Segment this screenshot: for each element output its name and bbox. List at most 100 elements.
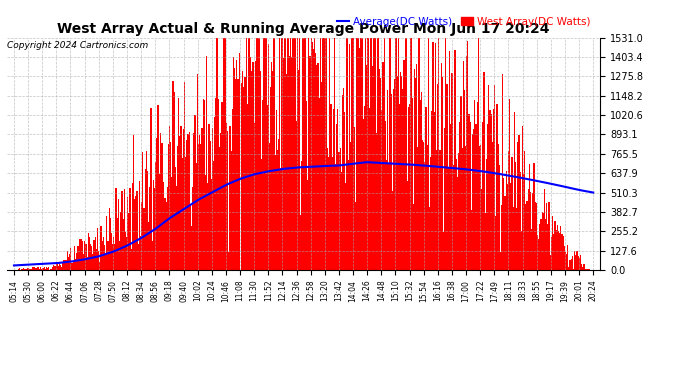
Bar <box>63 260 65 270</box>
Bar <box>146 151 147 270</box>
Bar <box>316 65 317 270</box>
Bar <box>348 159 349 270</box>
Bar <box>547 224 549 270</box>
Bar <box>372 66 373 270</box>
Bar <box>414 69 415 270</box>
Bar <box>203 99 204 270</box>
Bar <box>433 42 434 270</box>
Bar <box>394 79 395 270</box>
Bar <box>334 38 335 270</box>
Bar <box>530 192 531 270</box>
Bar <box>482 122 484 270</box>
Bar <box>574 251 575 270</box>
Bar <box>156 138 157 270</box>
Bar <box>521 231 522 270</box>
Bar <box>537 235 538 270</box>
Bar <box>424 162 426 270</box>
Bar <box>45 268 46 270</box>
Bar <box>23 268 24 270</box>
Bar <box>122 219 124 270</box>
Bar <box>544 189 545 270</box>
Bar <box>379 69 380 270</box>
Bar <box>580 255 581 270</box>
Bar <box>413 204 414 270</box>
Bar <box>517 142 518 270</box>
Bar <box>39 268 40 270</box>
Bar <box>350 142 351 270</box>
Bar <box>290 38 291 270</box>
Bar <box>504 196 506 270</box>
Bar <box>385 122 386 270</box>
Bar <box>564 246 565 270</box>
Bar <box>525 204 526 270</box>
Bar <box>560 226 562 270</box>
Bar <box>474 100 475 270</box>
Bar <box>458 153 460 270</box>
Bar <box>539 224 540 270</box>
Bar <box>333 109 334 270</box>
Bar <box>520 172 521 270</box>
Bar <box>366 66 368 270</box>
Bar <box>42 268 43 270</box>
Bar <box>26 268 28 270</box>
Bar <box>18 269 19 270</box>
Bar <box>567 244 569 270</box>
Bar <box>162 143 164 270</box>
Bar <box>280 168 282 270</box>
Bar <box>331 156 333 270</box>
Bar <box>159 132 161 270</box>
Bar <box>258 38 259 270</box>
Bar <box>184 81 185 270</box>
Bar <box>168 144 169 270</box>
Bar <box>584 269 586 270</box>
Bar <box>561 234 562 270</box>
Bar <box>290 57 292 270</box>
Bar <box>183 129 184 270</box>
Bar <box>302 38 304 270</box>
Bar <box>355 202 356 270</box>
Bar <box>586 269 587 270</box>
Bar <box>343 88 344 270</box>
Bar <box>362 38 363 270</box>
Bar <box>90 244 91 270</box>
Bar <box>475 124 477 270</box>
Bar <box>422 140 423 270</box>
Bar <box>43 267 45 270</box>
Bar <box>62 263 63 270</box>
Bar <box>142 153 144 270</box>
Bar <box>193 133 195 270</box>
Bar <box>465 146 466 270</box>
Bar <box>170 142 171 270</box>
Bar <box>444 128 445 270</box>
Bar <box>255 61 256 270</box>
Bar <box>53 265 54 270</box>
Bar <box>133 135 134 270</box>
Bar <box>120 212 121 270</box>
Bar <box>104 245 105 270</box>
Bar <box>242 71 244 270</box>
Bar <box>502 74 503 270</box>
Bar <box>235 79 237 270</box>
Bar <box>268 44 269 270</box>
Bar <box>397 38 399 270</box>
Bar <box>55 266 57 270</box>
Bar <box>161 143 162 270</box>
Bar <box>295 121 297 270</box>
Bar <box>103 237 104 270</box>
Bar <box>375 133 377 270</box>
Bar <box>79 238 81 270</box>
Bar <box>506 171 507 270</box>
Bar <box>470 122 471 270</box>
Bar <box>319 99 320 270</box>
Bar <box>546 203 547 270</box>
Bar <box>455 159 457 270</box>
Bar <box>283 58 284 270</box>
Bar <box>535 202 537 270</box>
Bar <box>71 263 72 270</box>
Bar <box>409 104 411 270</box>
Bar <box>319 38 321 270</box>
Bar <box>177 146 178 270</box>
Bar <box>220 133 221 270</box>
Bar <box>500 252 501 270</box>
Bar <box>518 135 520 270</box>
